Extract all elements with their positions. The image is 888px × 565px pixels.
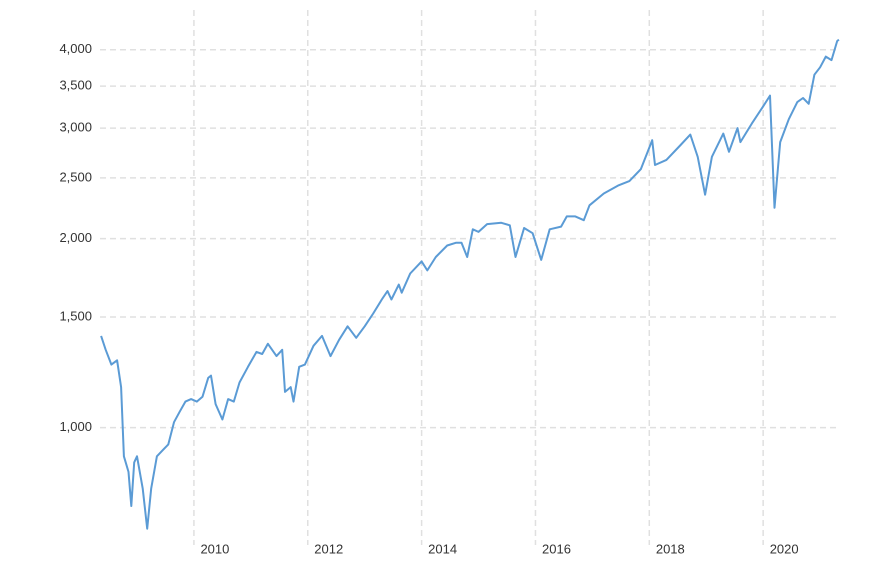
x-tick-label: 2010 bbox=[200, 541, 229, 556]
x-tick-label: 2016 bbox=[542, 541, 571, 556]
y-tick-label: 3,500 bbox=[59, 78, 92, 93]
x-tick-label: 2020 bbox=[770, 541, 799, 556]
y-tick-label: 1,500 bbox=[59, 308, 92, 323]
y-tick-label: 3,000 bbox=[59, 120, 92, 135]
x-tick-label: 2014 bbox=[428, 541, 457, 556]
y-tick-label: 4,000 bbox=[59, 41, 92, 56]
y-tick-label: 2,000 bbox=[59, 230, 92, 245]
x-tick-label: 2018 bbox=[656, 541, 685, 556]
x-tick-label: 2012 bbox=[314, 541, 343, 556]
y-tick-label: 2,500 bbox=[59, 169, 92, 184]
line bbox=[100, 38, 840, 530]
y-tick-label: 1,000 bbox=[59, 419, 92, 434]
